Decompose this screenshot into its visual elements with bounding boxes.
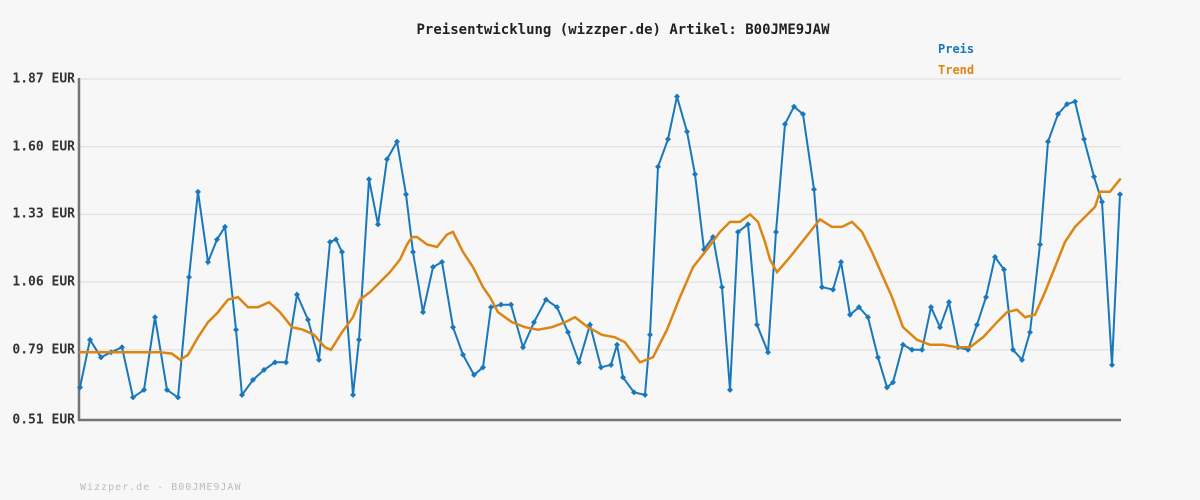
y-axis-tick-label: 0.51 EUR (12, 412, 75, 428)
price-point-markers (77, 93, 1123, 401)
y-axis-tick-label: 1.87 EUR (12, 71, 75, 87)
y-axis-tick-label: 1.60 EUR (12, 139, 75, 155)
trend-line (78, 178, 1122, 364)
watermark-text: Wizzper.de - B00JME9JAW (80, 482, 242, 493)
chart-title: Preisentwicklung (wizzper.de) Artikel: B… (416, 22, 830, 38)
price-line (79, 96, 1121, 400)
legend-item-preis: Preis (938, 42, 975, 56)
y-axis-tick-label: 1.33 EUR (12, 206, 75, 222)
y-axis-tick-label: 1.06 EUR (12, 274, 75, 290)
legend-item-trend: Trend (938, 63, 975, 77)
y-axis-tick-label: 0.79 EUR (12, 342, 75, 358)
chart-legend: Preis Trend (938, 39, 974, 81)
